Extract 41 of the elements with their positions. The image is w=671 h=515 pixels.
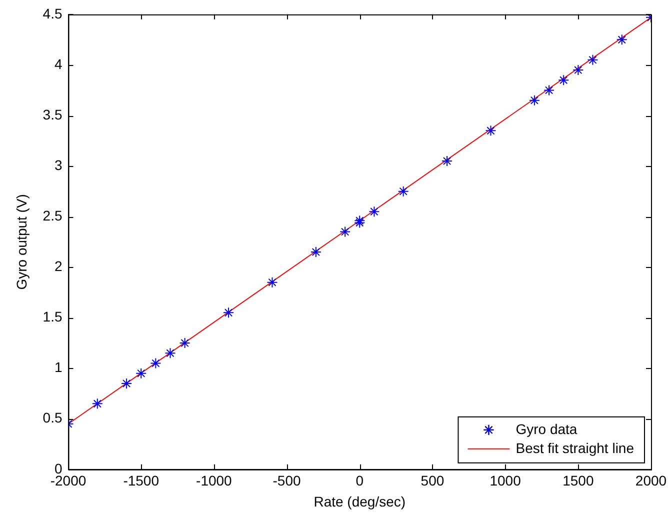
y-tick-label: 2.5 (42, 207, 62, 224)
point (485, 125, 496, 136)
y-tick-label: 2 (54, 258, 62, 274)
point (310, 246, 322, 258)
y-axis-title: Gyro output (V) (13, 194, 30, 290)
point (587, 54, 598, 66)
x-tick-label: 500 (420, 472, 444, 489)
point (368, 206, 380, 218)
point (616, 34, 628, 46)
point (136, 368, 147, 379)
x-tick-label: -1500 (123, 472, 160, 489)
point (121, 378, 132, 389)
y-tick-label: 1.5 (42, 308, 62, 325)
x-tick-label: 1500 (562, 472, 594, 489)
point (179, 338, 190, 349)
point (558, 74, 570, 86)
x-tick-label: -500 (272, 472, 302, 489)
y-tick-label: 4.5 (42, 5, 62, 22)
point (528, 94, 540, 106)
y-tick-label: 1 (54, 359, 62, 376)
y-tick-label: 4 (54, 56, 62, 72)
point (442, 156, 453, 167)
x-axis-title: Rate (deg/sec) (314, 493, 406, 510)
point (266, 276, 278, 288)
point (223, 307, 234, 318)
point (544, 84, 555, 96)
point (92, 398, 103, 410)
point (150, 358, 162, 369)
point (398, 186, 409, 197)
point (572, 64, 584, 76)
x-tick-label: -1000 (196, 472, 232, 489)
x-tick-label: 0 (356, 472, 364, 489)
legend-label: Best fit straight line (516, 440, 634, 456)
y-tick-label: 3.5 (42, 106, 62, 122)
point (340, 226, 351, 238)
legend-label: Gyro data (516, 420, 578, 437)
y-tick-label: 3 (54, 156, 62, 173)
y-tick-label: 0.5 (42, 410, 62, 426)
x-tick-label: 2000 (635, 472, 667, 489)
x-tick-label: 1000 (490, 472, 522, 489)
point (164, 348, 176, 359)
